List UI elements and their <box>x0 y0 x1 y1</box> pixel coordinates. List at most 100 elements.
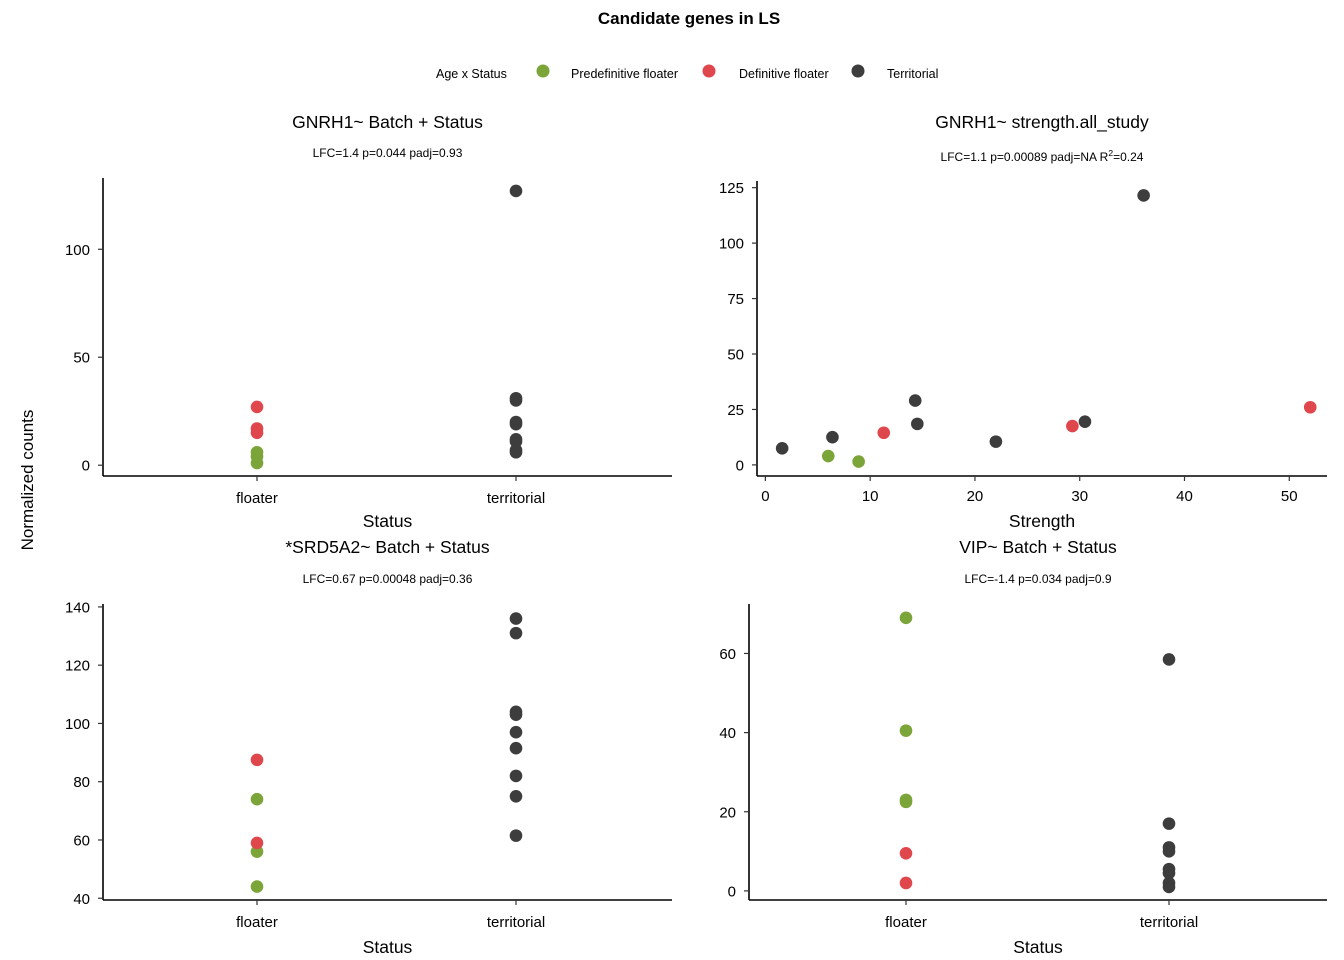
y-tick-label: 60 <box>73 832 90 849</box>
data-point-territorial <box>509 435 523 448</box>
panel-3: *SRD5A2~ Batch + Status LFC=0.67 p=0.0004… <box>65 537 672 957</box>
data-point-territorial <box>989 435 1003 448</box>
series-definitive-floater <box>250 753 264 850</box>
y-tick-label: 40 <box>719 725 736 742</box>
data-point-territorial <box>1162 817 1176 830</box>
legend-swatch-territorial <box>851 64 865 78</box>
x-tick-label-territorial: territorial <box>487 490 545 507</box>
data-point-definitive-floater <box>1066 419 1079 433</box>
data-point-definitive-floater <box>250 836 264 850</box>
series-territorial <box>1162 653 1176 894</box>
y-tick-label: 60 <box>719 646 736 663</box>
y-tick-label: 100 <box>719 236 744 253</box>
data-point-territorial <box>1162 845 1176 858</box>
data-point-predefinitive-floater <box>899 724 913 737</box>
x-tick-label: 30 <box>1071 488 1088 505</box>
panel-subtitle: LFC=-1.4 p=0.034 padj=0.9 <box>964 572 1111 586</box>
y-tick-label: 100 <box>65 242 90 259</box>
data-point-territorial <box>1078 415 1092 428</box>
x-tick-label-territorial: territorial <box>487 914 545 931</box>
panel-subtitle-text: LFC=0.67 p=0.00048 padj=0.36 <box>303 572 473 586</box>
legend-label-definitive-floater: Definitive floater <box>739 67 829 81</box>
y-tick-label: 0 <box>82 458 90 475</box>
data-point-definitive-floater <box>250 426 264 440</box>
data-point-territorial <box>509 445 523 459</box>
x-axis-label: Status <box>363 511 413 531</box>
data-point-predefinitive-floater <box>852 455 865 468</box>
data-point-territorial <box>509 394 523 407</box>
x-tick-label: 50 <box>1281 488 1298 505</box>
y-tick-label: 80 <box>73 774 90 791</box>
data-point-territorial <box>509 769 523 783</box>
data-point-definitive-floater <box>1303 400 1317 414</box>
panel-1: GNRH1~ Batch + Status LFC=1.4 p=0.044 pad… <box>65 112 672 531</box>
legend: Age x Status Predefinitive floater Defin… <box>436 64 938 81</box>
series-predefinitive-floater <box>821 449 865 468</box>
data-point-definitive-floater <box>877 426 891 440</box>
y-tick-label: 0 <box>728 883 736 900</box>
series-territorial <box>509 184 523 459</box>
series-definitive-floater <box>250 400 264 440</box>
panels: GNRH1~ Batch + Status LFC=1.4 p=0.044 pad… <box>65 112 1327 957</box>
legend-title: Age x Status <box>436 67 507 81</box>
panel-title: GNRH1~ strength.all_study <box>935 112 1149 133</box>
data-point-territorial <box>509 626 523 640</box>
data-point-definitive-floater <box>250 753 264 767</box>
data-point-territorial <box>509 789 523 803</box>
y-tick-label: 125 <box>719 180 744 197</box>
panel-title: *SRD5A2~ Batch + Status <box>285 537 490 557</box>
data-point-predefinitive-floater <box>899 611 913 625</box>
x-tick-label: 10 <box>862 488 879 505</box>
x-tick-label: 40 <box>1176 488 1193 505</box>
data-point-territorial <box>509 612 523 625</box>
data-point-territorial <box>1162 866 1176 880</box>
panel-subtitle-superscript: 2 <box>1108 148 1113 158</box>
data-point-territorial <box>775 441 789 455</box>
data-point-predefinitive-floater <box>250 456 264 470</box>
y-tick-label: 140 <box>65 599 90 616</box>
data-point-territorial <box>509 725 523 739</box>
y-tick-label: 120 <box>65 658 90 675</box>
legend-label-territorial: Territorial <box>887 67 938 81</box>
data-point-territorial <box>509 417 523 431</box>
legend-swatch-predefinitive-floater <box>536 64 550 78</box>
data-point-predefinitive-floater <box>250 845 264 858</box>
y-tick-label: 25 <box>727 402 744 419</box>
y-tick-label: 40 <box>73 891 90 908</box>
x-axis-label: Strength <box>1009 511 1075 531</box>
y-tick-label: 100 <box>65 716 90 733</box>
y-tick-label: 0 <box>736 457 744 474</box>
data-point-definitive-floater <box>899 876 913 890</box>
panel-4: VIP~ Batch + Status LFC=-1.4 p=0.034 padj… <box>719 537 1327 957</box>
x-tick-label: 0 <box>761 488 769 505</box>
y-tick-label: 75 <box>727 291 744 308</box>
series-territorial <box>775 189 1150 455</box>
data-point-territorial <box>1162 880 1176 894</box>
figure-title: Candidate genes in LS <box>598 9 780 28</box>
x-tick-label-territorial: territorial <box>1140 914 1198 931</box>
y-tick-label: 20 <box>719 804 736 821</box>
panel-2: GNRH1~ strength.all_study LFC=1.1 p=0.000… <box>719 112 1327 531</box>
series-territorial <box>509 612 523 842</box>
data-point-territorial <box>826 430 839 444</box>
data-point-territorial <box>509 829 523 842</box>
x-tick-label-floater: floater <box>236 914 278 931</box>
data-point-territorial <box>911 417 924 431</box>
data-point-predefinitive-floater <box>250 792 264 806</box>
panel-subtitle-text: LFC=-1.4 p=0.034 padj=0.9 <box>964 572 1111 586</box>
data-point-predefinitive-floater <box>899 795 913 809</box>
data-point-predefinitive-floater <box>821 449 835 463</box>
panel-subtitle-text: LFC=1.1 p=0.00089 padj=NA R <box>941 150 1109 164</box>
legend-label-predefinitive-floater: Predefinitive floater <box>571 67 678 81</box>
panel-subtitle: LFC=0.67 p=0.00048 padj=0.36 <box>303 572 473 586</box>
x-tick-label-floater: floater <box>236 490 278 507</box>
data-point-predefinitive-floater <box>250 880 264 893</box>
series-definitive-floater <box>899 847 913 890</box>
series-predefinitive-floater <box>899 611 913 809</box>
data-point-territorial <box>509 184 523 198</box>
panel-subtitle: LFC=1.4 p=0.044 padj=0.93 <box>313 146 463 160</box>
panel-title: VIP~ Batch + Status <box>959 537 1117 557</box>
data-point-territorial <box>1137 189 1150 202</box>
legend-swatch-definitive-floater <box>702 64 716 78</box>
